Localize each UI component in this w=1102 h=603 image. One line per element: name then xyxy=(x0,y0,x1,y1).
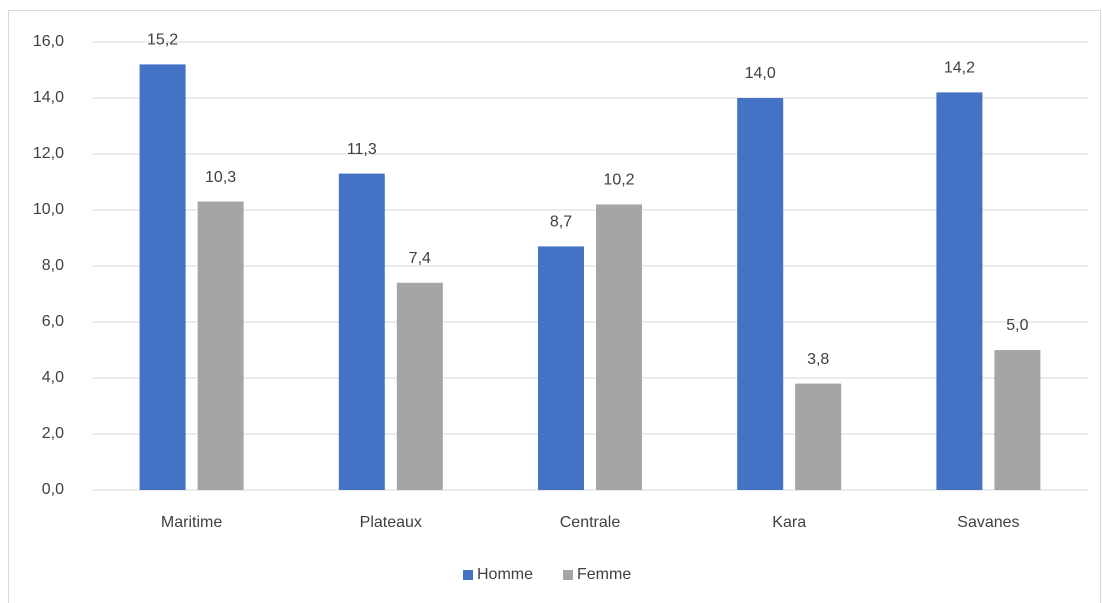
bar xyxy=(994,350,1041,490)
y-tick-label: 12,0 xyxy=(33,145,64,162)
legend-label: Femme xyxy=(577,566,631,583)
data-label: 11,3 xyxy=(347,141,377,158)
y-tick-label: 10,0 xyxy=(33,201,64,218)
legend-swatch xyxy=(563,570,573,580)
bar xyxy=(936,92,983,491)
legend-label: Homme xyxy=(477,566,533,583)
y-tick-label: 2,0 xyxy=(42,425,64,442)
data-label: 10,3 xyxy=(205,169,236,186)
data-label: 8,7 xyxy=(550,214,572,231)
y-tick-label: 4,0 xyxy=(42,369,64,386)
x-tick-label: Maritime xyxy=(161,514,222,531)
bar xyxy=(795,383,842,490)
data-label: 14,2 xyxy=(944,60,975,77)
bar xyxy=(338,173,385,490)
y-tick-label: 16,0 xyxy=(33,33,64,50)
bar xyxy=(396,282,443,490)
x-tick-label: Centrale xyxy=(560,514,621,531)
y-tick-label: 0,0 xyxy=(42,481,64,498)
data-label: 7,4 xyxy=(409,250,431,267)
bar xyxy=(197,201,244,490)
bar xyxy=(737,98,784,490)
chart-frame xyxy=(8,10,1101,603)
x-tick-label: Plateaux xyxy=(360,514,422,531)
bar xyxy=(596,204,642,490)
x-tick-label: Kara xyxy=(772,514,806,531)
x-tick-label: Savanes xyxy=(957,514,1019,531)
data-label: 15,2 xyxy=(147,32,178,49)
data-label: 10,2 xyxy=(603,172,634,189)
legend-swatch xyxy=(463,570,473,580)
data-label: 5,0 xyxy=(1006,317,1028,334)
y-tick-label: 6,0 xyxy=(42,313,64,330)
bar xyxy=(139,64,186,491)
data-label: 14,0 xyxy=(745,65,776,82)
data-label: 3,8 xyxy=(807,351,829,368)
y-tick-label: 8,0 xyxy=(42,257,64,274)
y-tick-label: 14,0 xyxy=(33,89,64,106)
bar xyxy=(538,246,584,490)
